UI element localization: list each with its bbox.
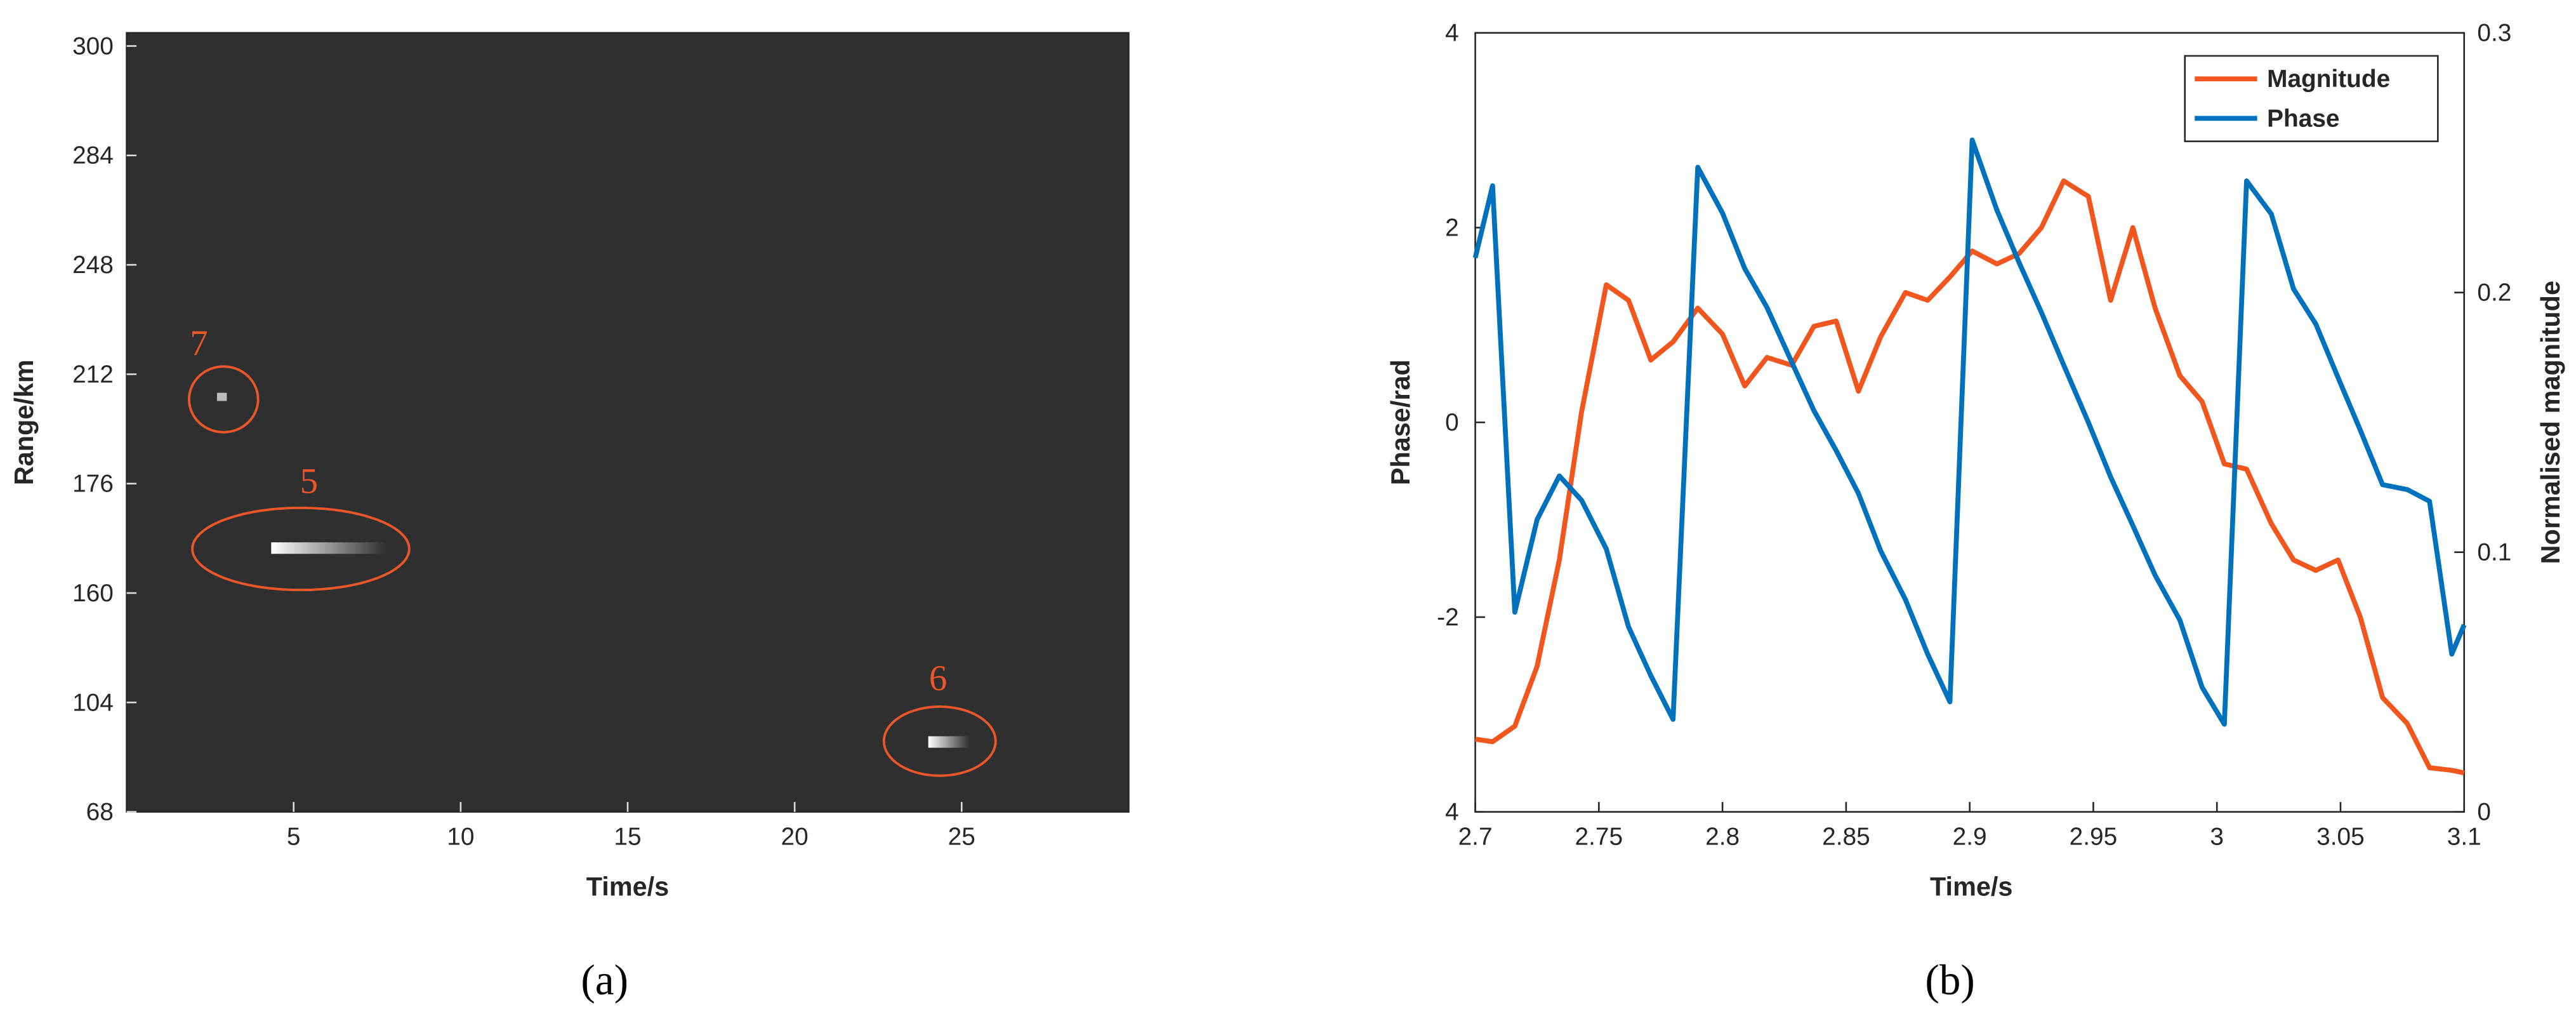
y-tick-label: 212 [72,361,114,388]
line-series [1472,137,2467,727]
x-tick-label: 3.1 [2447,823,2481,850]
plot-frame [126,32,1130,813]
y-axis-label: Phase/rad [1386,359,1415,485]
annotation-ellipse [191,506,411,592]
x-tick-label: 3 [2210,823,2224,850]
x-axis-label: Time/s [586,872,669,902]
annotation-ellipse [882,705,997,777]
line-series [1474,178,2465,776]
x-tick-label: 5 [287,823,301,850]
x-tick-label: 2.95 [2070,823,2118,850]
y-tick-label: 104 [72,689,114,716]
x-tick-label: 2.9 [1953,823,1987,850]
x-tick-label: 25 [948,823,975,850]
x-tick-label: 2.7 [1458,823,1493,850]
y2-tick-label: 0.2 [2477,279,2511,307]
y-tick-label: 0 [1445,409,1459,436]
y-tick-label: 176 [72,470,114,498]
x-axis-label: Time/s [1930,872,2012,902]
y-tick-label: 4 [1445,799,1459,826]
x-tick-label: 3.05 [2316,823,2365,850]
y-tick-label: 68 [86,799,114,826]
y2-tick-label: 0.3 [2477,20,2511,47]
plot-frame [1474,32,2466,813]
y-axis-label: Range/km [10,359,39,485]
y2-axis-label: Normalised magnitude [2536,281,2565,564]
heatmap-background [126,32,1129,812]
x-tick-label: 2.85 [1822,823,1870,850]
caption: (a) [581,956,628,1004]
annotation-ellipse [187,365,260,434]
y2-tick-label: 0 [2477,799,2491,826]
y-tick-label: 284 [72,142,114,170]
target-blob [928,736,970,748]
x-tick-label: 10 [447,823,474,850]
y-tick-label: 2 [1445,214,1459,241]
annotation: 6 [929,658,947,698]
caption: (b) [1925,956,1974,1004]
y-tick-label: 160 [72,580,114,607]
legend-label: Phase [2267,105,2339,132]
x-tick-label: 2.75 [1575,823,1623,850]
x-tick-label: 20 [781,823,809,850]
x-tick-label: 2.8 [1705,823,1740,850]
y-tick-label: 4 [1445,20,1459,47]
y-tick-label: -2 [1437,604,1459,631]
annotation: 5 [300,461,318,501]
legend-label: Magnitude [2267,65,2390,93]
target-blob [271,542,386,554]
annotation: 7 [190,323,208,363]
x-tick-label: 15 [614,823,641,850]
target-blob [216,392,227,401]
legend-box [2184,55,2439,142]
y2-tick-label: 0.1 [2477,539,2511,566]
y-tick-label: 300 [72,32,114,60]
y-tick-label: 248 [72,251,114,279]
